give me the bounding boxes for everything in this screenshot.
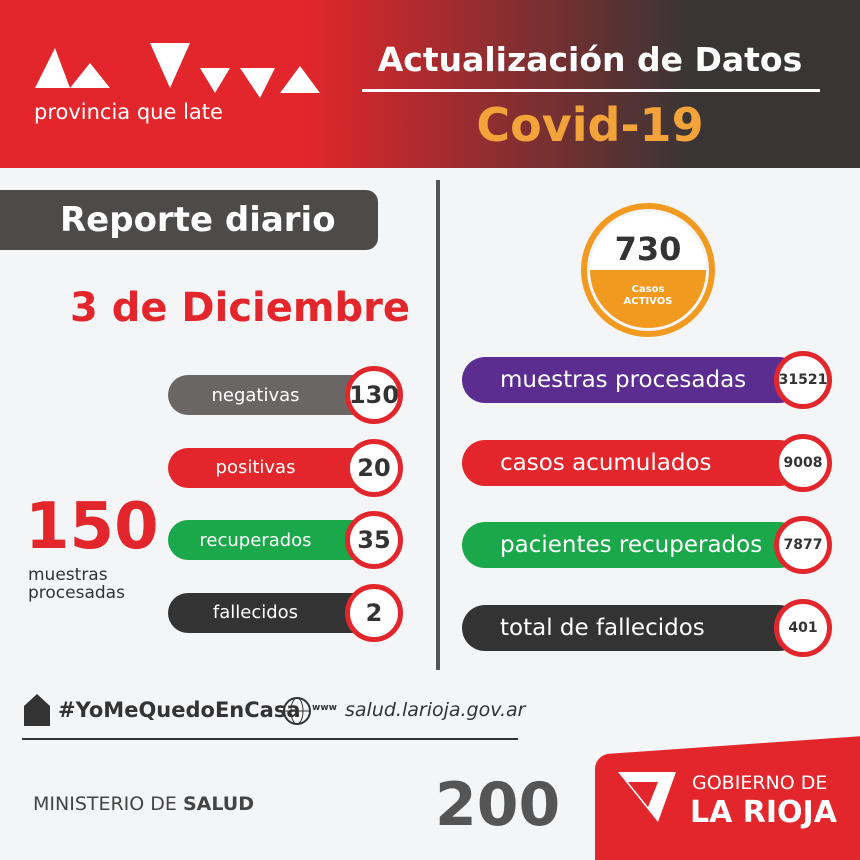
total-pill: casos acumulados bbox=[462, 439, 802, 486]
footer-rule bbox=[22, 738, 518, 740]
total-value: 31521 bbox=[774, 351, 832, 409]
total-value: 401 bbox=[774, 598, 832, 657]
samples-label: muestras procesadas bbox=[28, 565, 125, 603]
divider bbox=[362, 89, 820, 92]
date: 3 de Diciembre bbox=[69, 285, 411, 331]
ministry-text: MINISTERIO DE bbox=[33, 793, 177, 815]
daily-value: 20 bbox=[345, 438, 403, 497]
tagline: provincia que late bbox=[34, 100, 223, 124]
column-divider bbox=[436, 180, 440, 670]
total-value: 7877 bbox=[774, 516, 832, 574]
total-pill: total de fallecidos bbox=[462, 604, 802, 651]
subtitle: Covid-19 bbox=[476, 98, 704, 152]
website: salud.larioja.gov.ar bbox=[345, 699, 526, 721]
www-icon-text: www bbox=[312, 703, 337, 713]
house-icon bbox=[24, 694, 50, 726]
daily-value: 35 bbox=[345, 511, 403, 569]
hashtag: #YoMeQuedoEnCasa bbox=[58, 698, 301, 722]
title: Actualización de Datos bbox=[377, 40, 803, 79]
active-badge bbox=[581, 203, 715, 337]
ministry: MINISTERIO DE SALUD bbox=[33, 793, 254, 815]
ministry-bold: SALUD bbox=[182, 793, 254, 815]
daily-value: 2 bbox=[345, 583, 403, 642]
anniversary-logo: 200 bbox=[435, 770, 561, 840]
gov-icon bbox=[618, 772, 676, 822]
gov-line2: LA RIOJA bbox=[690, 795, 837, 830]
total-pill: pacientes recuperados bbox=[462, 522, 802, 568]
logo bbox=[35, 43, 320, 98]
samples-value: 150 bbox=[25, 490, 159, 564]
gov-line1: GOBIERNO DE bbox=[692, 772, 828, 794]
total-value: 9008 bbox=[774, 433, 832, 492]
globe-icon bbox=[283, 697, 311, 725]
active-label: ACTIVOS bbox=[623, 296, 673, 307]
header-band bbox=[0, 0, 860, 168]
total-pill: muestras procesadas bbox=[462, 357, 802, 403]
active-value: 730 bbox=[614, 230, 682, 268]
section-title: Reporte diario bbox=[0, 190, 378, 250]
active-label: Casos bbox=[631, 284, 665, 295]
daily-pill: recuperados bbox=[168, 520, 383, 560]
daily-value: 130 bbox=[345, 366, 403, 424]
